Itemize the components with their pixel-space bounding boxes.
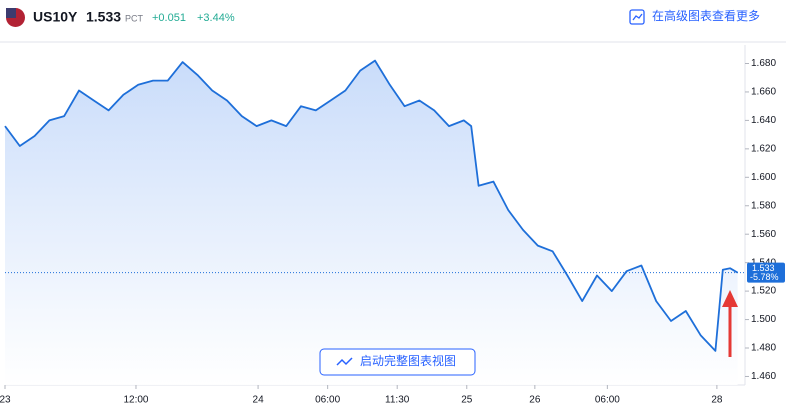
button-frame[interactable] [319,348,476,376]
x-tick-label: 26 [529,395,541,406]
link-button[interactable]: 在高级图表查看更多 [629,8,760,25]
symbol: US10Y [33,9,78,25]
last-change-label: -5.78% [750,272,779,282]
red-arrow [722,290,738,357]
change: +0.051 [152,12,186,24]
arrow-head [722,290,738,307]
y-tick-label: 1.460 [751,371,776,382]
last-price-box [747,262,785,283]
y-tick-label: 1.520 [751,286,776,297]
unit: PCT [125,13,144,23]
link-text[interactable]: 在高级图表查看更多 [652,8,760,23]
y-tick-label: 1.620 [751,143,776,154]
x-tick-label: 12:00 [123,395,148,406]
x-tick-label: 11:30 [385,395,410,406]
link-icon [629,9,645,25]
y-tick-label: 1.560 [751,229,776,240]
x-tick-label: 06:00 [315,395,340,406]
area [5,60,738,385]
y-tick-label: 1.580 [751,200,776,211]
change-pct: +3.44% [197,12,235,24]
y-tick-label: 1.600 [751,172,776,183]
y-tick-label: 1.640 [751,115,776,126]
x-tick-label: 25 [461,395,473,406]
line [4,59,739,352]
last-price-label: 1.533 [752,263,775,273]
flag-canton [6,8,16,18]
plot: 1.4601.4801.5001.5201.5401.5601.5801.600… [0,45,785,406]
y-tick-label: 1.660 [751,87,776,98]
x-tick-label: 06:00 [595,395,620,406]
x-tick-label: 24 [253,395,265,406]
y-tick-label: 1.480 [751,343,776,354]
price: 1.533 [86,9,121,25]
header: US10Y 1.533 PCT +0.051 +3.44% 在高级图表查看更多 [6,8,760,27]
full-chart-button[interactable]: 启动完整图表视图 [319,348,476,376]
link-icon-line [632,13,643,21]
button-text[interactable]: 启动完整图表视图 [360,353,456,368]
x-tick-label: 28 [711,395,723,406]
button-icon [336,357,353,366]
y-tick-label: 1.680 [751,58,776,69]
y-tick-label: 1.500 [751,314,776,325]
x-tick-label: 23 [0,395,11,406]
